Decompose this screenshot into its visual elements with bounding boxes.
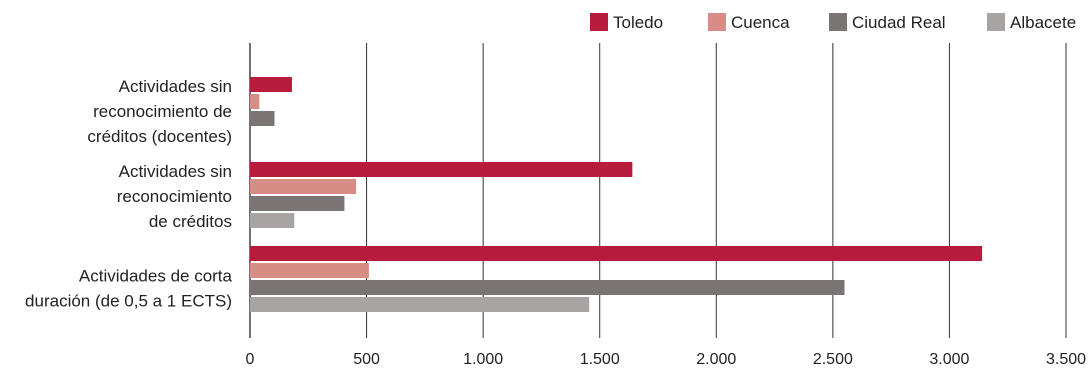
x-tick-label: 2.000 bbox=[696, 351, 736, 368]
legend-swatch bbox=[590, 13, 608, 31]
legend-swatch bbox=[708, 13, 726, 31]
bars bbox=[250, 77, 983, 312]
x-tick-label: 3.500 bbox=[1046, 351, 1086, 368]
legend-label: Toledo bbox=[613, 13, 663, 32]
legend-swatch bbox=[987, 13, 1005, 31]
legend: Toledo Cuenca Ciudad Real Albacete bbox=[590, 13, 1076, 32]
bar-toledo bbox=[250, 162, 633, 177]
x-tick-label: 500 bbox=[353, 351, 380, 368]
x-tick-label: 2.500 bbox=[813, 351, 853, 368]
bar-ciudad-real bbox=[250, 280, 845, 295]
bar-albacete bbox=[250, 297, 590, 312]
category-label: Actividades sin reconocimiento de créditos… bbox=[87, 77, 232, 146]
bar-ciudad-real bbox=[250, 196, 345, 211]
bar-cuenca bbox=[250, 179, 357, 194]
legend-label: Cuenca bbox=[731, 13, 790, 32]
x-axis-ticks: 0 500 1.000 1.500 2.000 2.500 3.000 3.500 bbox=[246, 351, 1087, 368]
legend-swatch bbox=[829, 13, 847, 31]
x-tick-label: 0 bbox=[246, 351, 255, 368]
bar-cuenca bbox=[250, 263, 369, 278]
category-label: Actividades sin reconocimiento de créditos bbox=[117, 162, 232, 231]
x-tick-label: 1.000 bbox=[463, 351, 503, 368]
bar-toledo bbox=[250, 246, 983, 261]
bar-cuenca bbox=[250, 94, 260, 109]
bar-toledo bbox=[250, 77, 292, 92]
legend-label: Ciudad Real bbox=[852, 13, 946, 32]
category-label: Actividades de corta duración (de 0,5 a 1… bbox=[25, 267, 232, 311]
x-tick-label: 3.000 bbox=[929, 351, 969, 368]
bar-albacete bbox=[250, 213, 295, 228]
bar-ciudad-real bbox=[250, 111, 275, 126]
legend-label: Albacete bbox=[1010, 13, 1076, 32]
x-tick-label: 1.500 bbox=[580, 351, 620, 368]
category-labels: Actividades sin reconocimiento de créditos… bbox=[25, 77, 232, 311]
